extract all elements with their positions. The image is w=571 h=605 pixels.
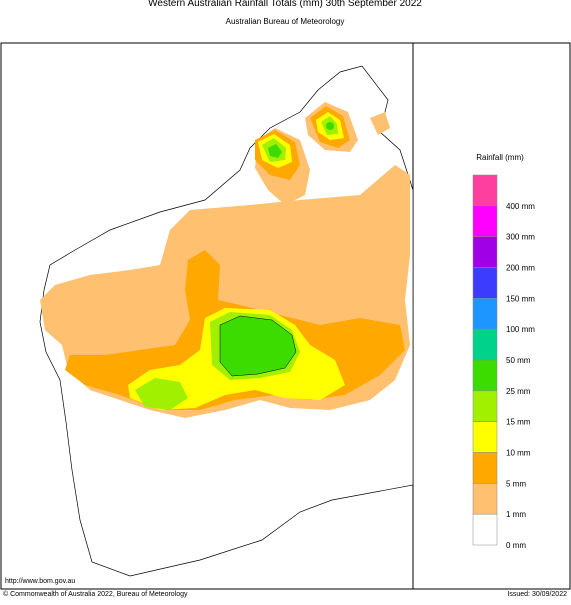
rain-1mm (370, 112, 390, 135)
legend-label: 25 mm (506, 387, 531, 396)
rain-25mm (219, 315, 297, 377)
legend-swatch (472, 298, 498, 330)
legend-swatch (472, 421, 498, 453)
legend-label: 300 mm (506, 233, 535, 242)
legend-label: 100 mm (506, 325, 535, 334)
subtitle: Australian Bureau of Meteorology (226, 17, 345, 26)
rain-25mm (268, 144, 282, 158)
map-area (39, 65, 414, 577)
footer-issued: Issued: 30/09/2022 (507, 591, 567, 598)
legend-swatch (472, 390, 498, 422)
legend-label: 5 mm (506, 479, 526, 488)
legend-label: 400 mm (506, 202, 535, 211)
footer-copyright: © Commonwealth of Australia 2022, Bureau… (3, 590, 188, 598)
legend-label: 10 mm (506, 449, 531, 458)
legend-swatch (472, 483, 498, 515)
map-frame (0, 42, 571, 590)
footer-url: http://www.bom.gov.au (5, 578, 75, 585)
legend-swatch (472, 236, 498, 268)
legend-label: 200 mm (506, 264, 535, 273)
legend-title: Rainfall (mm) (476, 153, 524, 162)
rain-25mm (326, 122, 334, 130)
legend-swatch (472, 205, 498, 237)
legend-label: 50 mm (506, 356, 531, 365)
legend-swatch (472, 452, 498, 484)
legend-label: 0 mm (506, 541, 526, 550)
legend-swatch (472, 359, 498, 392)
legend-label: 15 mm (506, 418, 531, 427)
legend-label: 1 mm (506, 510, 526, 519)
title: Western Australian Rainfall Totals (mm) … (148, 0, 422, 9)
legend: 400 mm 300 mm 200 mm 150 mm 100 mm 50 mm 25 mm… (472, 174, 535, 550)
rain-15mm (135, 378, 188, 410)
legend-swatch (472, 174, 498, 207)
legend-swatch (472, 328, 498, 361)
legend-swatch (472, 267, 498, 299)
legend-swatch (472, 513, 498, 546)
legend-label: 150 mm (506, 294, 535, 303)
